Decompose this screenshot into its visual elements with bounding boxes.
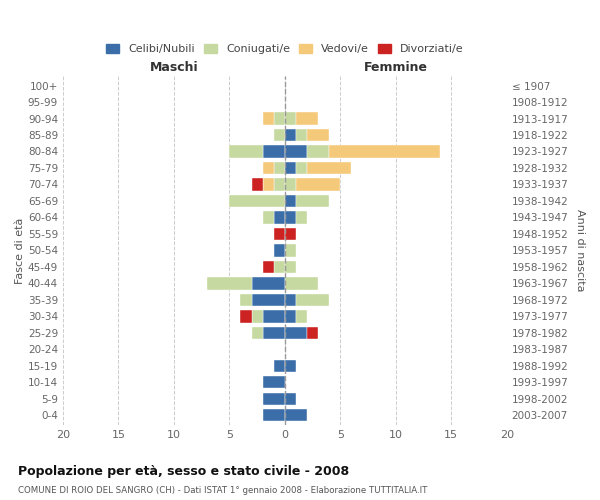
Bar [285, 409, 307, 422]
Bar [307, 146, 329, 158]
Bar [274, 228, 285, 240]
Bar [285, 326, 307, 339]
Bar [329, 146, 440, 158]
Bar [263, 112, 274, 124]
Bar [251, 310, 263, 322]
Bar [263, 326, 285, 339]
Bar [285, 178, 296, 190]
Bar [296, 178, 340, 190]
Bar [263, 376, 285, 388]
Bar [285, 112, 296, 124]
Bar [274, 244, 285, 256]
Bar [285, 392, 296, 405]
Bar [285, 228, 296, 240]
Bar [307, 326, 318, 339]
Bar [285, 129, 296, 141]
Text: Maschi: Maschi [149, 61, 198, 74]
Text: Popolazione per età, sesso e stato civile - 2008: Popolazione per età, sesso e stato civil… [18, 464, 349, 477]
Bar [285, 162, 296, 174]
Bar [296, 162, 307, 174]
Bar [296, 195, 329, 207]
Bar [285, 360, 296, 372]
Bar [263, 178, 274, 190]
Bar [307, 129, 329, 141]
Bar [251, 294, 285, 306]
Bar [251, 277, 285, 289]
Bar [263, 211, 274, 224]
Bar [296, 310, 307, 322]
Bar [263, 392, 285, 405]
Bar [263, 310, 285, 322]
Legend: Celibi/Nubili, Coniugati/e, Vedovi/e, Divorziati/e: Celibi/Nubili, Coniugati/e, Vedovi/e, Di… [101, 40, 468, 58]
Bar [274, 360, 285, 372]
Bar [263, 146, 285, 158]
Bar [274, 178, 285, 190]
Bar [274, 162, 285, 174]
Bar [274, 211, 285, 224]
Bar [274, 112, 285, 124]
Bar [285, 146, 307, 158]
Bar [285, 277, 318, 289]
Bar [241, 294, 251, 306]
Y-axis label: Fasce di età: Fasce di età [15, 217, 25, 284]
Bar [285, 195, 296, 207]
Bar [229, 146, 263, 158]
Text: COMUNE DI ROIO DEL SANGRO (CH) - Dati ISTAT 1° gennaio 2008 - Elaborazione TUTTI: COMUNE DI ROIO DEL SANGRO (CH) - Dati IS… [18, 486, 427, 495]
Bar [229, 195, 285, 207]
Bar [296, 294, 329, 306]
Bar [274, 129, 285, 141]
Bar [241, 310, 251, 322]
Bar [296, 112, 318, 124]
Bar [274, 260, 285, 273]
Y-axis label: Anni di nascita: Anni di nascita [575, 209, 585, 292]
Bar [285, 294, 296, 306]
Bar [285, 244, 296, 256]
Bar [263, 162, 274, 174]
Bar [296, 129, 307, 141]
Text: Femmine: Femmine [364, 61, 428, 74]
Bar [263, 260, 274, 273]
Bar [285, 260, 296, 273]
Bar [296, 211, 307, 224]
Bar [251, 178, 263, 190]
Bar [285, 211, 296, 224]
Bar [307, 162, 352, 174]
Bar [263, 409, 285, 422]
Bar [251, 326, 263, 339]
Bar [207, 277, 251, 289]
Bar [285, 310, 296, 322]
